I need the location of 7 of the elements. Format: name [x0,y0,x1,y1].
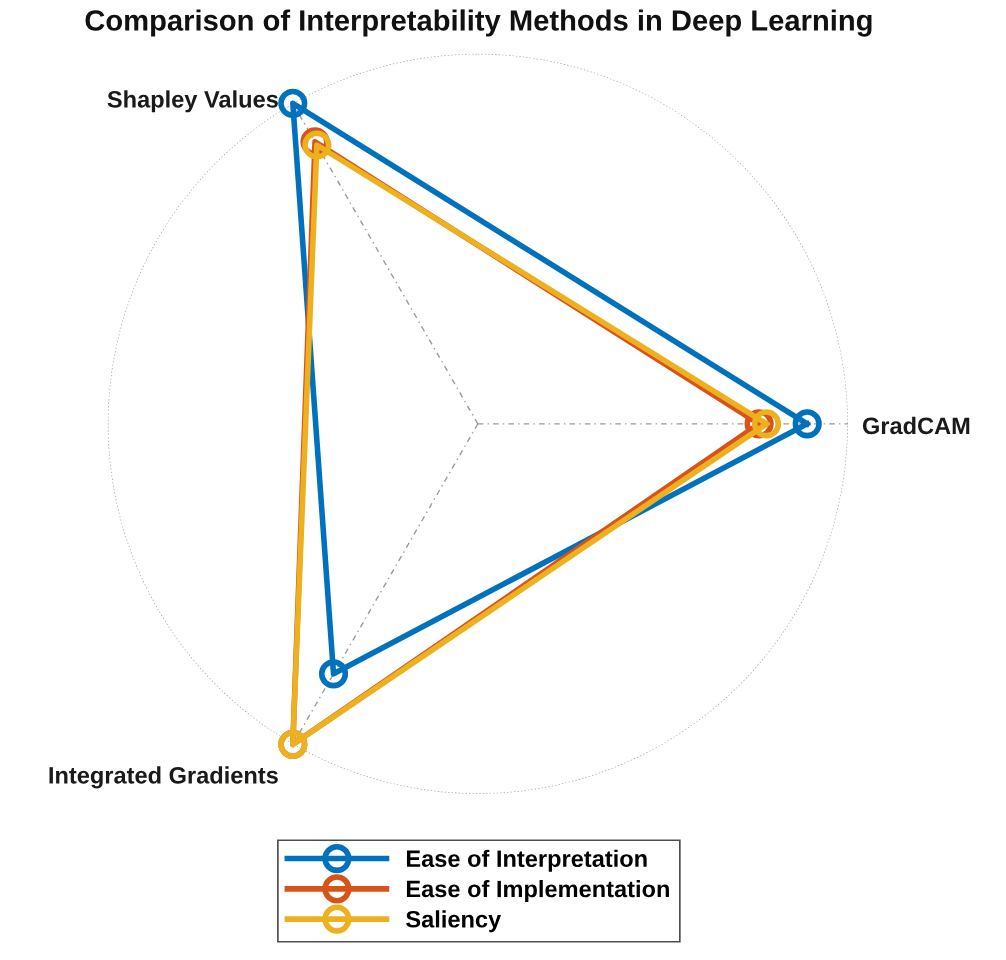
legend-label: Ease of Implementation [406,880,669,903]
spoke-label: Shapley Values [107,90,278,113]
legend-label: Ease of Interpretation [406,849,647,872]
legend-label: Saliency [406,910,502,933]
chart-title: Comparison of Interpretability Methods in Deep Learning [85,9,872,37]
spoke-label: GradCAM [862,416,970,435]
spoke-label: Integrated Gradients [49,766,278,789]
